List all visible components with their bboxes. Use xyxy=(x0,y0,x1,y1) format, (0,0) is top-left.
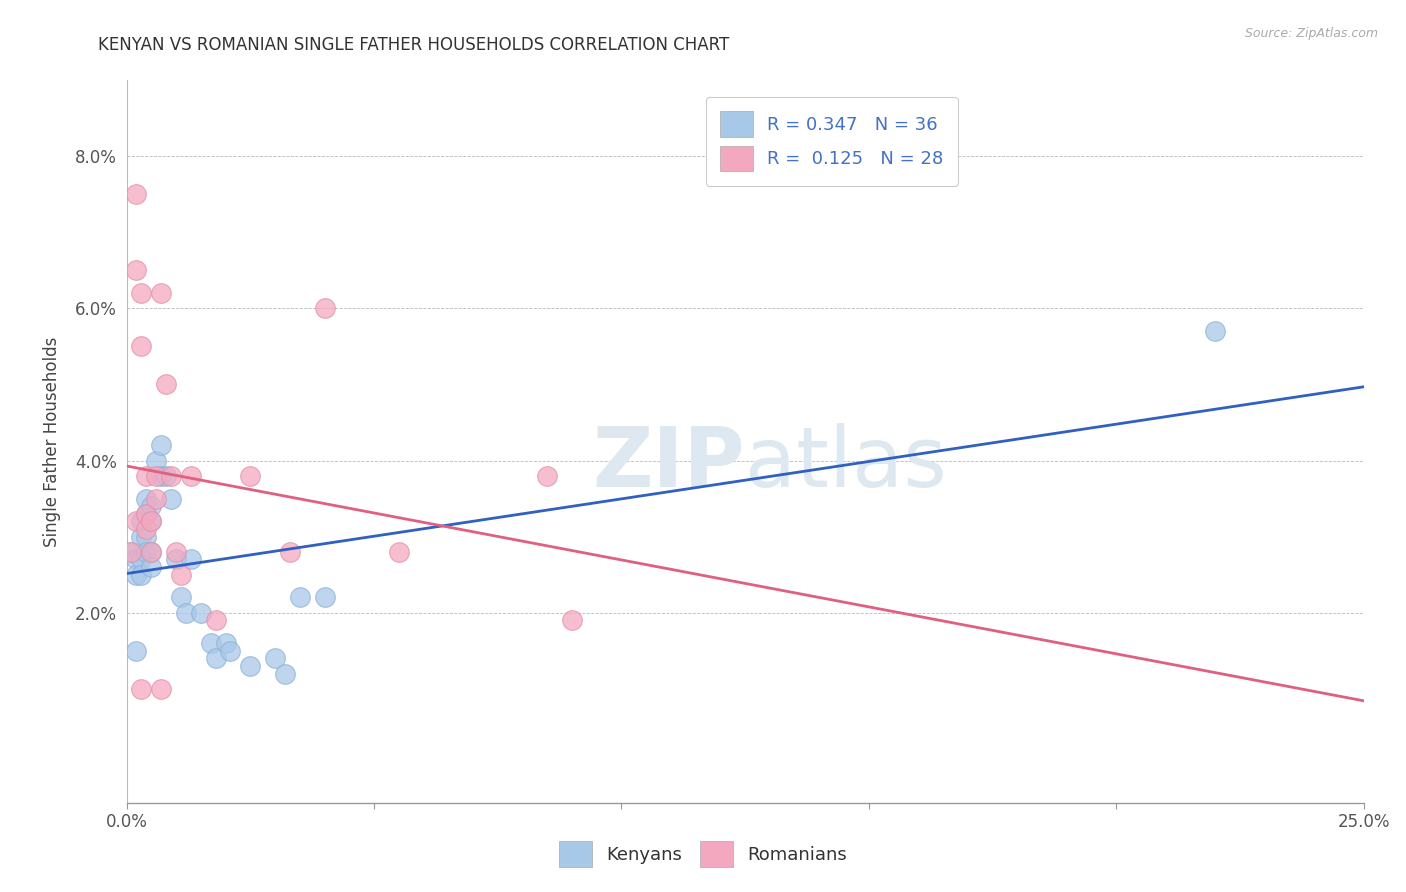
Point xyxy=(150,438,173,452)
Point xyxy=(561,613,583,627)
Point xyxy=(135,522,157,536)
Point xyxy=(141,560,163,574)
Point xyxy=(125,552,148,566)
Point xyxy=(160,491,183,506)
Point xyxy=(125,263,148,277)
Point xyxy=(145,491,167,506)
Point xyxy=(125,643,148,657)
Point xyxy=(264,651,287,665)
Point xyxy=(1204,324,1226,338)
Point xyxy=(180,552,202,566)
Point xyxy=(170,591,193,605)
Point xyxy=(214,636,236,650)
Legend: R = 0.347   N = 36, R =  0.125   N = 28: R = 0.347 N = 36, R = 0.125 N = 28 xyxy=(706,96,957,186)
Point xyxy=(204,613,226,627)
Point xyxy=(165,545,187,559)
Point xyxy=(536,468,558,483)
Point xyxy=(131,286,153,301)
Point xyxy=(131,530,153,544)
Point xyxy=(288,591,311,605)
Point xyxy=(165,552,187,566)
Point xyxy=(141,515,163,529)
Point xyxy=(239,659,262,673)
Point xyxy=(135,491,157,506)
Point xyxy=(180,468,202,483)
Point xyxy=(145,453,167,467)
Point xyxy=(274,666,297,681)
Point xyxy=(204,651,226,665)
Point xyxy=(141,545,163,559)
Text: KENYAN VS ROMANIAN SINGLE FATHER HOUSEHOLDS CORRELATION CHART: KENYAN VS ROMANIAN SINGLE FATHER HOUSEHO… xyxy=(98,36,730,54)
Point xyxy=(278,545,301,559)
Point xyxy=(239,468,262,483)
Point xyxy=(135,507,157,521)
Point xyxy=(145,468,167,483)
Point xyxy=(314,301,336,316)
Point xyxy=(141,515,163,529)
Point xyxy=(131,567,153,582)
Point xyxy=(155,468,177,483)
Point xyxy=(141,545,163,559)
Point xyxy=(170,567,193,582)
Point xyxy=(121,545,143,559)
Point xyxy=(190,606,212,620)
Point xyxy=(121,545,143,559)
Text: Source: ZipAtlas.com: Source: ZipAtlas.com xyxy=(1244,27,1378,40)
Point xyxy=(314,591,336,605)
Point xyxy=(131,681,153,696)
Point xyxy=(160,468,183,483)
Point xyxy=(135,545,157,559)
Point xyxy=(125,567,148,582)
Point xyxy=(135,468,157,483)
Point xyxy=(219,643,242,657)
Point xyxy=(135,507,157,521)
Point xyxy=(174,606,197,620)
Text: ZIP: ZIP xyxy=(593,423,745,504)
Point xyxy=(150,286,173,301)
Y-axis label: Single Father Households: Single Father Households xyxy=(44,336,60,547)
Point xyxy=(125,187,148,202)
Point xyxy=(131,339,153,353)
Point xyxy=(125,515,148,529)
Text: atlas: atlas xyxy=(745,423,946,504)
Point xyxy=(150,468,173,483)
Point xyxy=(200,636,222,650)
Legend: Kenyans, Romanians: Kenyans, Romanians xyxy=(553,834,853,874)
Point xyxy=(388,545,411,559)
Point xyxy=(141,499,163,513)
Point xyxy=(150,681,173,696)
Point xyxy=(131,552,153,566)
Point xyxy=(131,515,153,529)
Point xyxy=(155,377,177,392)
Point xyxy=(135,530,157,544)
